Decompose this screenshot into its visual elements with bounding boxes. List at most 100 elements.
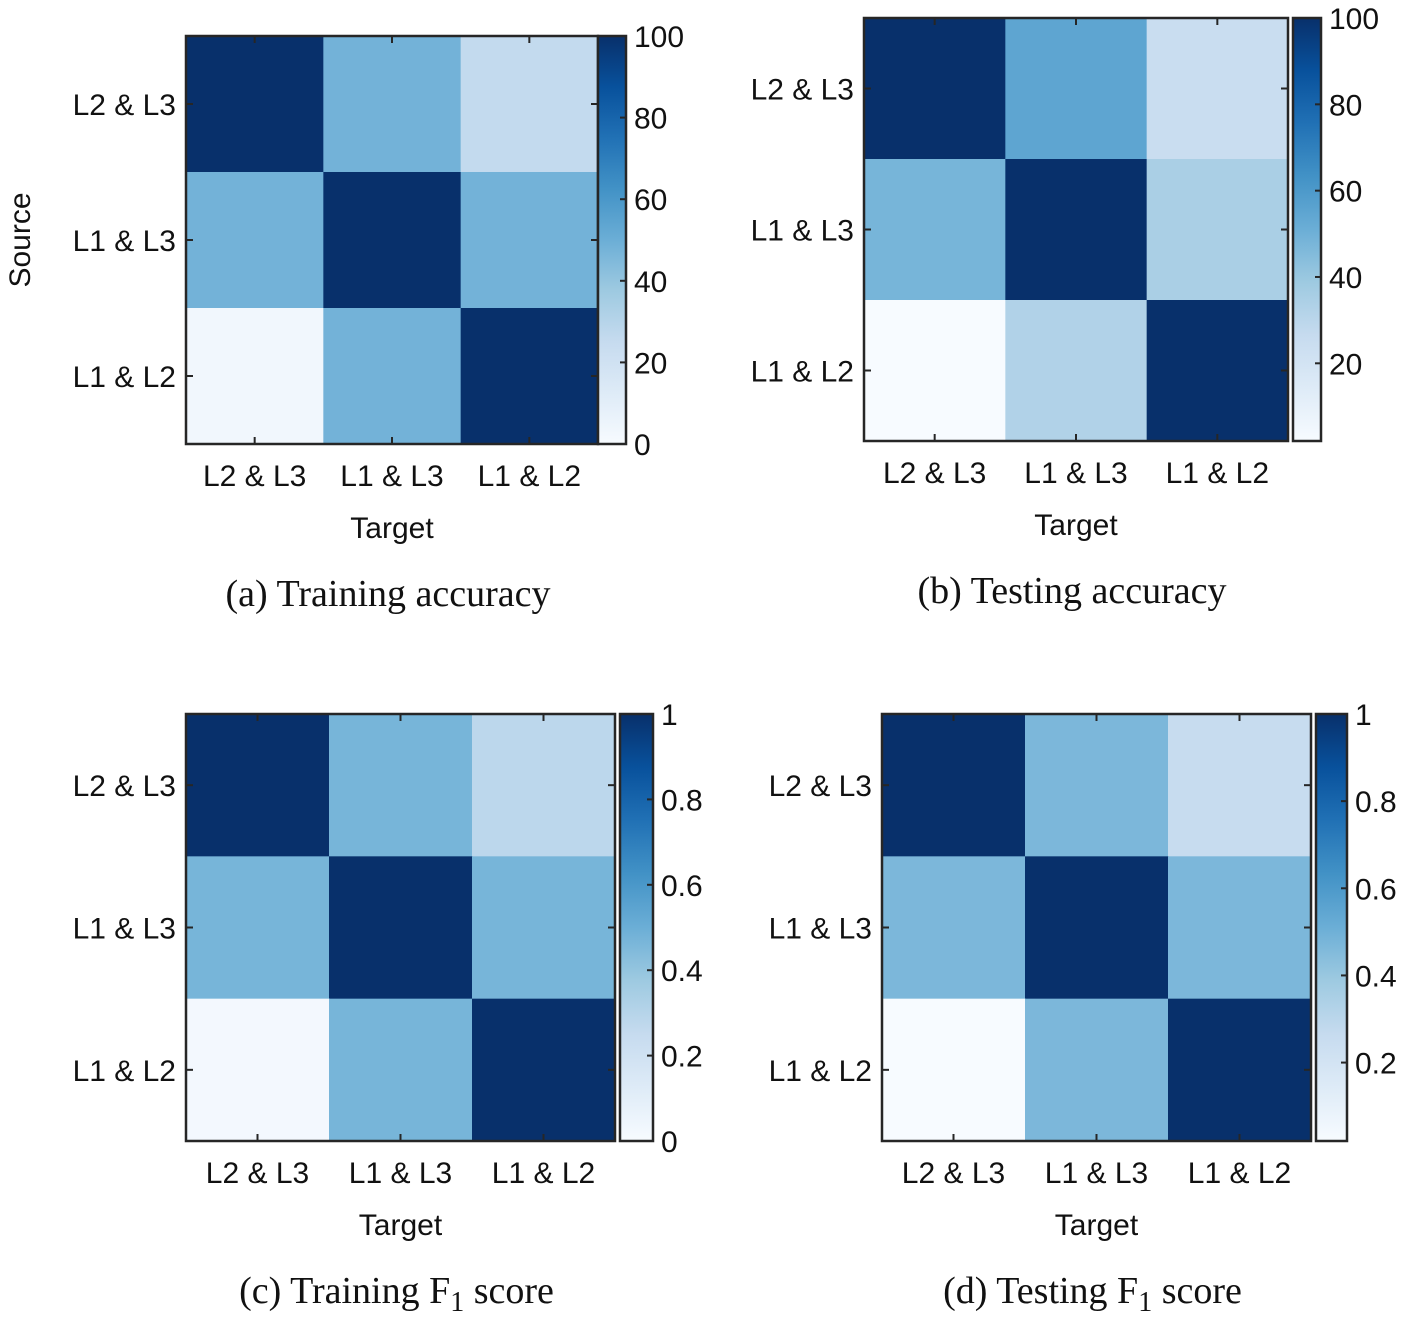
colorbar [1291, 16, 1323, 443]
heatmap-cell [186, 714, 330, 857]
x-tick-label: L1 & L3 [1045, 1157, 1148, 1190]
heatmap-cell [864, 18, 1006, 160]
y-tick-label: L1 & L3 [769, 913, 872, 946]
heatmap-cell [186, 998, 330, 1142]
colorbar [596, 34, 628, 446]
heatmap-cell [1025, 714, 1169, 857]
colorbar-tick-label: 0.2 [1355, 1048, 1397, 1081]
y-tick-label: L1 & L3 [73, 913, 176, 946]
heatmap-cell [1005, 159, 1148, 301]
y-axis-label: Source [4, 192, 37, 287]
colorbar-tick-label: 20 [634, 347, 667, 380]
heatmap-cell [472, 998, 616, 1142]
panel-caption: (d) Testing F1 score [943, 1270, 1242, 1318]
x-tick-label: L1 & L3 [340, 460, 443, 493]
caption-subscript: 1 [1138, 1287, 1152, 1318]
heatmap-cell [1146, 300, 1289, 442]
colorbar [1314, 712, 1349, 1143]
colorbar-tick-label: 0.4 [661, 955, 703, 988]
y-tick-label: L1 & L2 [73, 1055, 176, 1088]
colorbar [618, 712, 655, 1143]
heatmap-panel-1: L2 & L3 L1 & L3 L1 & L2 L2 & L3 L1 & L3 L1 & … [4, 21, 684, 615]
heatmap-cell [460, 36, 599, 173]
heatmap-cell [864, 159, 1006, 301]
heatmap-cell [329, 856, 473, 1000]
colorbar-tick-label: 0.8 [1355, 786, 1397, 819]
x-axis-label: Target [350, 512, 434, 545]
heatmap-cell [1168, 714, 1312, 857]
panel-caption: (b) Testing accuracy [918, 570, 1227, 612]
colorbar-tick-label: 60 [634, 184, 667, 217]
colorbar-tick-label: 0 [634, 429, 651, 462]
x-axis-label: Target [359, 1209, 443, 1242]
heatmap-cell [323, 36, 462, 173]
y-tick-label: L1 & L3 [751, 215, 854, 248]
y-tick-label: L2 & L3 [769, 770, 872, 803]
colorbar-tick-label: 100 [634, 21, 684, 54]
heatmap-cell [323, 308, 462, 445]
x-tick-label: L1 & L2 [1188, 1157, 1291, 1190]
x-tick-label: L2 & L3 [883, 457, 986, 490]
heatmap-cell [882, 856, 1026, 1000]
colorbar-tick-label: 60 [1329, 176, 1362, 209]
x-tick-label: L2 & L3 [203, 460, 306, 493]
colorbar-tick-label: 1 [661, 699, 678, 732]
heatmap-cell [864, 300, 1006, 442]
heatmap-cell [472, 856, 616, 1000]
heatmap-cell [882, 714, 1026, 857]
x-tick-label: L1 & L3 [1024, 457, 1127, 490]
heatmap-cell [186, 856, 330, 1000]
heatmap-cell [1005, 300, 1148, 442]
heatmap-cell [329, 714, 473, 857]
colorbar-tick-label: 1 [1355, 699, 1372, 732]
panel-caption: (c) Training F1 score [239, 1270, 554, 1318]
colorbar-tick-label: 80 [634, 103, 667, 136]
x-tick-label: L1 & L2 [478, 460, 581, 493]
heatmap-cell [1146, 18, 1289, 160]
heatmap-cell [460, 308, 599, 445]
colorbar-tick-label: 0 [661, 1126, 678, 1159]
colorbar-tick-label: 40 [1329, 262, 1362, 295]
x-tick-label: L2 & L3 [206, 1157, 309, 1190]
heatmap-panel-4: L2 & L3 L1 & L3 L1 & L2 L2 & L3 L1 & L3 L1 & … [769, 699, 1397, 1318]
heatmap-cell [186, 172, 324, 309]
colorbar-tick-label: 0.6 [661, 870, 703, 903]
x-tick-label: L1 & L2 [1166, 457, 1269, 490]
colorbar-tick-label: 0.6 [1355, 873, 1397, 906]
heatmap-cell [1005, 18, 1148, 160]
colorbar-tick-label: 20 [1329, 348, 1362, 381]
y-tick-label: L1 & L3 [73, 225, 176, 258]
heatmap-cell [1168, 998, 1312, 1142]
heatmap-cell [1025, 856, 1169, 1000]
y-tick-label: L1 & L2 [73, 361, 176, 394]
heatmap-cell [882, 998, 1026, 1142]
heatmap-cell [1168, 856, 1312, 1000]
x-tick-label: L1 & L2 [492, 1157, 595, 1190]
caption-tail: score [464, 1270, 554, 1312]
heatmap-panel-2: L2 & L3 L1 & L3 L1 & L2 L2 & L3 L1 & L3 L1 & … [751, 3, 1379, 612]
y-tick-label: L2 & L3 [73, 770, 176, 803]
y-tick-label: L1 & L2 [751, 356, 854, 389]
heatmap-cell [186, 36, 324, 173]
x-tick-label: L1 & L3 [349, 1157, 452, 1190]
y-tick-label: L2 & L3 [73, 89, 176, 122]
colorbar-tick-label: 0.4 [1355, 960, 1397, 993]
colorbar-tick-label: 80 [1329, 89, 1362, 122]
heatmap-cell [460, 172, 599, 309]
caption-tail: score [1152, 1270, 1242, 1312]
heatmap-cell [1146, 159, 1289, 301]
colorbar-tick-label: 40 [634, 266, 667, 299]
heatmap-cell [329, 998, 473, 1142]
y-tick-label: L2 & L3 [751, 74, 854, 107]
panel-caption: (a) Training accuracy [226, 573, 551, 615]
x-axis-label: Target [1055, 1209, 1139, 1242]
heatmap-cell [323, 172, 462, 309]
colorbar-tick-label: 100 [1329, 3, 1379, 36]
x-tick-label: L2 & L3 [902, 1157, 1005, 1190]
heatmap-cell [472, 714, 616, 857]
caption-subscript: 1 [450, 1287, 464, 1318]
heatmap-panel-3: L2 & L3 L1 & L3 L1 & L2 L2 & L3 L1 & L3 L1 & … [73, 699, 703, 1318]
colorbar-tick-label: 0.2 [661, 1041, 703, 1074]
y-tick-label: L1 & L2 [769, 1055, 872, 1088]
x-axis-label: Target [1034, 509, 1118, 542]
